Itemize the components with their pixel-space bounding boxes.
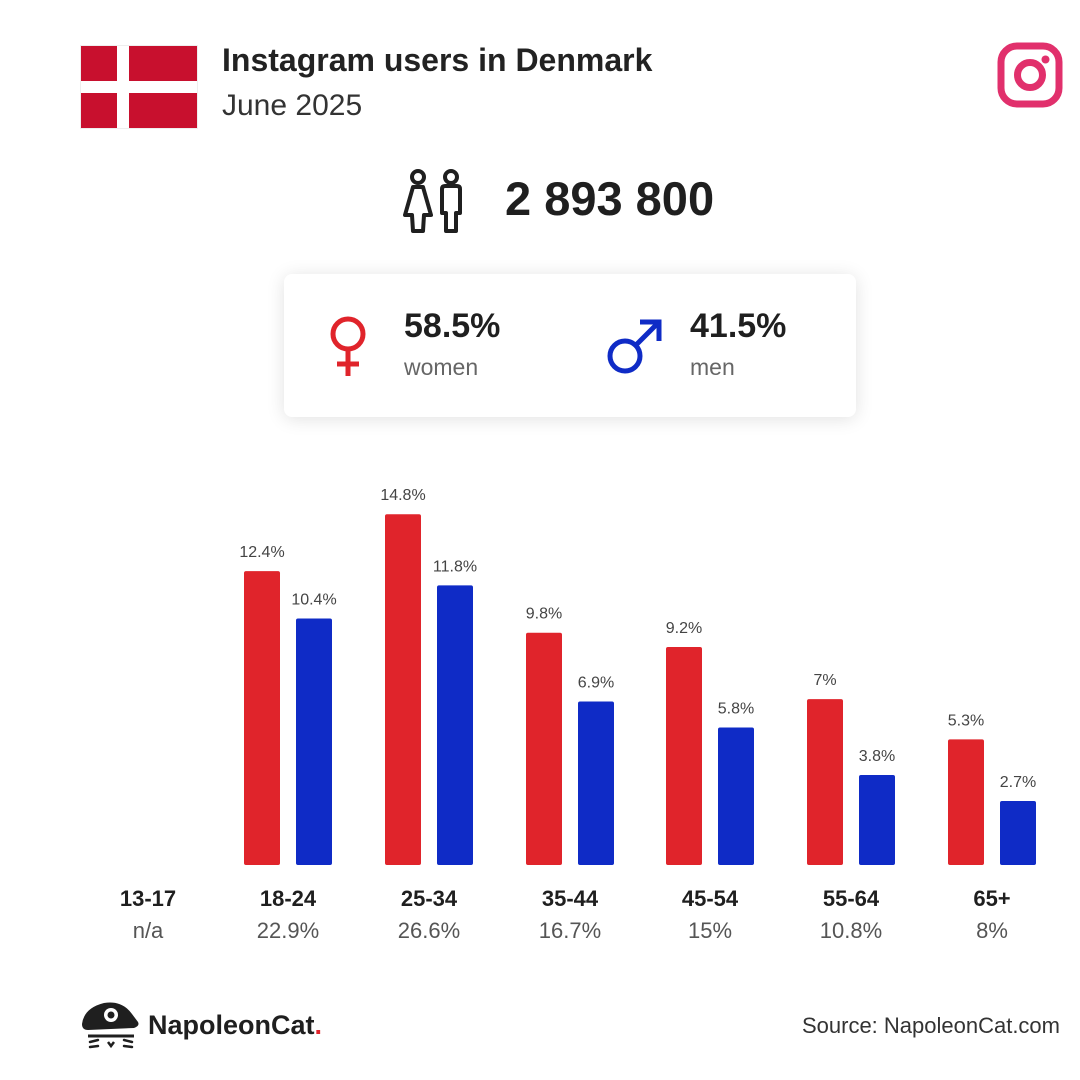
bar-women-45-54 xyxy=(666,646,702,865)
total-users: 2 893 800 xyxy=(505,172,715,225)
age-group-label: 13-17 xyxy=(120,886,176,911)
bar-women-18-24 xyxy=(244,571,280,865)
brand-dot: . xyxy=(314,1010,323,1040)
data-label-women-65+: 5.3% xyxy=(948,712,984,729)
age-group-total: 8% xyxy=(976,918,1008,943)
age-group-total: 26.6% xyxy=(398,918,460,943)
data-label-men-45-54: 5.8% xyxy=(718,701,754,718)
data-label-women-35-44: 9.8% xyxy=(526,606,562,623)
instagram-icon xyxy=(997,42,1063,108)
age-group-label: 45-54 xyxy=(682,886,739,911)
bar-men-25-34 xyxy=(437,585,473,865)
bar-men-35-44 xyxy=(578,701,614,865)
age-group-total: 16.7% xyxy=(539,918,601,943)
data-label-men-55-64: 3.8% xyxy=(859,748,895,765)
data-label-men-18-24: 10.4% xyxy=(291,592,336,609)
gender-card xyxy=(284,274,856,417)
data-label-men-65+: 2.7% xyxy=(1000,774,1036,791)
source-text: Source: NapoleonCat.com xyxy=(801,1013,1060,1038)
age-gender-bar-chart: 13-17 n/a 12.4% 10.4% 18-24 22.9% 14.8% 11.8% 25… xyxy=(120,487,1036,943)
people-icon xyxy=(400,167,470,237)
data-label-women-45-54: 9.2% xyxy=(666,620,702,637)
data-label-women-25-34: 14.8% xyxy=(380,487,425,504)
women-label: women xyxy=(404,354,479,380)
denmark-flag xyxy=(80,45,198,129)
bar-women-65+ xyxy=(948,739,984,865)
bar-women-55-64 xyxy=(807,699,843,865)
age-group-total: n/a xyxy=(133,918,164,943)
bar-men-18-24 xyxy=(296,618,332,865)
men-label: men xyxy=(690,354,735,380)
women-percent: 58.5% xyxy=(404,307,501,345)
men-percent: 41.5% xyxy=(690,307,787,345)
age-group-label: 18-24 xyxy=(260,886,317,911)
brand-name-text: NapoleonCat xyxy=(148,1010,315,1040)
denmark-flag-icon xyxy=(81,46,197,128)
napoleoncat-logo-icon xyxy=(78,1000,318,1056)
data-label-men-25-34: 11.8% xyxy=(433,558,477,575)
brand-name: NapoleonCat. xyxy=(148,1010,322,1041)
female-symbol-icon xyxy=(318,314,374,378)
data-label-women-55-64: 7% xyxy=(813,672,836,689)
age-group-total: 22.9% xyxy=(257,918,319,943)
age-group-label: 55-64 xyxy=(823,886,880,911)
bar-women-25-34 xyxy=(385,514,421,865)
male-symbol-icon xyxy=(604,316,662,380)
data-label-men-35-44: 6.9% xyxy=(578,674,614,691)
age-group-label: 65+ xyxy=(973,886,1010,911)
age-group-total: 10.8% xyxy=(820,918,882,943)
age-group-total: 15% xyxy=(688,918,732,943)
chart-subtitle: June 2025 xyxy=(222,89,363,122)
bar-men-55-64 xyxy=(859,774,895,865)
bar-women-35-44 xyxy=(526,632,562,865)
age-group-label: 35-44 xyxy=(542,886,599,911)
chart-title: Instagram users in Denmark xyxy=(222,42,653,78)
data-label-women-18-24: 12.4% xyxy=(239,544,284,561)
age-group-label: 25-34 xyxy=(401,886,458,911)
bar-men-45-54 xyxy=(718,727,754,865)
bar-men-65+ xyxy=(1000,801,1036,865)
